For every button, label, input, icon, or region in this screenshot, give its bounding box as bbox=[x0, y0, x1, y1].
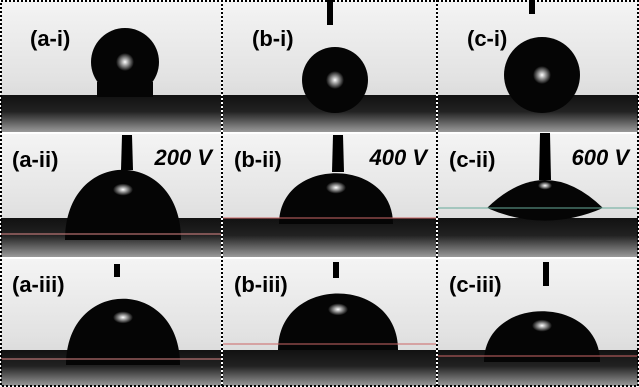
voltage-label: 200 V bbox=[154, 145, 215, 170]
needle-tip bbox=[327, 0, 333, 25]
needle bbox=[539, 133, 551, 180]
figure: (a-i) (a-ii) (a-iii) 200 V (b-i) (b-ii) (b-iii… bbox=[0, 0, 639, 387]
panel-label: (b-ii) bbox=[234, 147, 282, 172]
highlight bbox=[326, 71, 344, 89]
panel: (a-i) bbox=[1, 1, 221, 132]
highlight bbox=[113, 311, 133, 323]
highlight bbox=[532, 320, 552, 332]
highlight bbox=[116, 53, 134, 71]
panel: (b-i) bbox=[223, 0, 436, 132]
highlight bbox=[326, 182, 346, 194]
needle bbox=[332, 135, 344, 172]
highlight bbox=[328, 303, 348, 315]
panel-label: (c-iii) bbox=[449, 272, 502, 297]
highlight bbox=[113, 184, 133, 196]
panel: (b-iii) bbox=[223, 259, 436, 386]
panel-label: (c-ii) bbox=[449, 147, 495, 172]
panel: (c-i) bbox=[438, 0, 638, 132]
panel-label: (b-i) bbox=[252, 26, 294, 51]
voltage-label: 600 V bbox=[572, 145, 632, 170]
panel: (a-iii) bbox=[1, 259, 221, 386]
panel: (c-iii) bbox=[438, 259, 638, 386]
panel-label: (b-iii) bbox=[234, 272, 288, 297]
panel-label: (a-i) bbox=[30, 26, 70, 51]
substrate bbox=[223, 350, 436, 386]
droplet-base bbox=[97, 82, 153, 97]
substrate bbox=[438, 218, 638, 257]
needle-tip bbox=[529, 0, 535, 14]
panel-label: (c-i) bbox=[467, 26, 507, 51]
panel-label: (a-ii) bbox=[12, 147, 58, 172]
needle-tip bbox=[333, 262, 339, 278]
needle-tip bbox=[114, 264, 120, 277]
panel-label: (a-iii) bbox=[12, 272, 65, 297]
voltage-label: 400 V bbox=[369, 145, 430, 170]
needle bbox=[121, 135, 133, 170]
highlight bbox=[533, 66, 551, 84]
substrate bbox=[1, 95, 221, 132]
highlight bbox=[538, 182, 552, 190]
needle-tip bbox=[543, 262, 549, 286]
